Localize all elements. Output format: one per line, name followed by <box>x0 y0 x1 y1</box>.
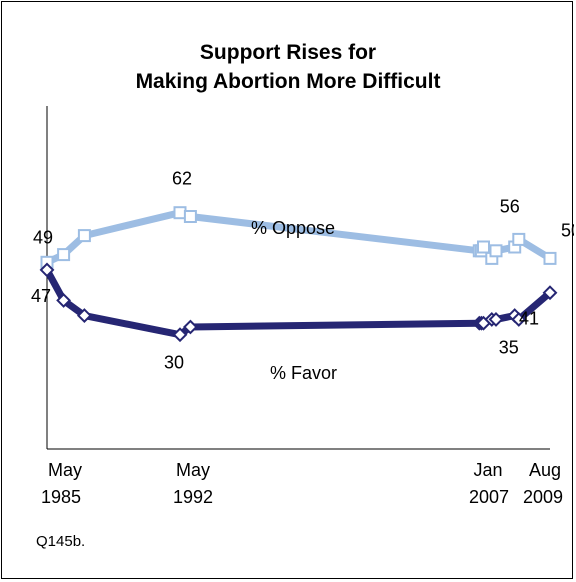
data-point-oppose <box>173 206 187 220</box>
series-layer <box>39 206 558 343</box>
x-tick-label-month: May <box>176 460 210 480</box>
data-point-oppose <box>183 210 197 223</box>
chart-title-line-1: Support Rises for <box>200 41 376 64</box>
data-label-favor: 41 <box>519 309 539 329</box>
data-point-oppose <box>512 232 526 246</box>
x-tick-label-year: 2009 <box>523 487 563 507</box>
data-point-oppose <box>477 240 490 254</box>
data-label-oppose: 56 <box>500 196 520 216</box>
data-label-favor: 30 <box>164 353 184 373</box>
data-point-favor <box>511 311 527 327</box>
data-label-oppose: 62 <box>172 169 192 189</box>
data-point-oppose <box>489 244 503 258</box>
data-point-favor <box>182 319 198 335</box>
x-tick-label-may-1992: May 1992 <box>173 460 213 507</box>
x-tick-label-month: Jan <box>473 460 502 480</box>
data-point-favor <box>39 262 55 278</box>
x-tick-label-aug-2009: Aug 2009 <box>523 460 563 507</box>
series-name-favor: % Favor <box>270 363 337 383</box>
data-label-favor: 47 <box>31 286 51 306</box>
chart-title-line-2: Making Abortion More Difficult <box>136 70 441 93</box>
x-tick-label-jan-2007: Jan 2007 <box>469 460 509 507</box>
data-point-favor <box>76 308 92 324</box>
x-tick-label-month: May <box>48 460 82 480</box>
data-point-favor <box>488 311 504 327</box>
x-tick-label-may-1985: May 1985 <box>41 460 82 507</box>
data-point-favor <box>542 285 558 301</box>
data-point-oppose <box>543 251 557 265</box>
x-tick-label-year: 1985 <box>41 487 81 507</box>
question-footnote: Q145b. <box>36 533 85 550</box>
data-label-oppose: 49 <box>33 227 53 247</box>
series-name-oppose: % Oppose <box>251 218 335 238</box>
data-point-favor <box>172 327 188 343</box>
data-point-favor <box>56 292 72 308</box>
data-point-oppose <box>77 229 91 243</box>
x-tick-label-month: Aug <box>529 460 561 480</box>
data-point-oppose <box>57 248 71 262</box>
data-label-oppose: 50 <box>561 220 574 240</box>
x-tick-label-year: 1992 <box>173 487 213 507</box>
x-tick-label-year: 2007 <box>469 487 509 507</box>
data-label-favor: 35 <box>499 337 519 357</box>
